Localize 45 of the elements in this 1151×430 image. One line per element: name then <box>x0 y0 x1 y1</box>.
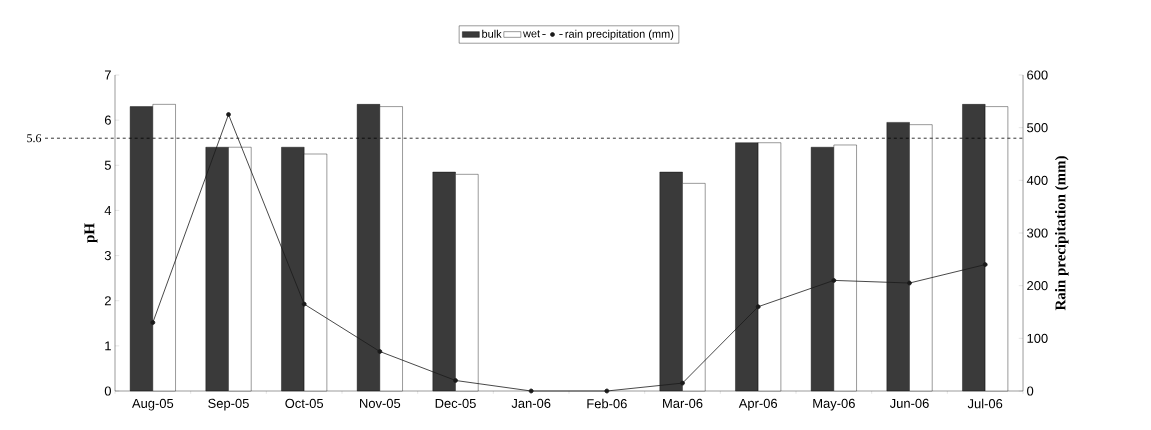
point <box>680 380 685 386</box>
y2-tick-label: 500 <box>1027 123 1048 133</box>
x-tick-label: May-06 <box>813 398 855 411</box>
y-tick-label: 3 <box>104 250 111 261</box>
x-tick-label: Aug-05 <box>131 398 174 411</box>
y2-tick-label: 300 <box>1027 228 1048 238</box>
x-tick-label: Dec-05 <box>435 398 476 408</box>
legend-label: wet <box>523 30 541 38</box>
point <box>907 280 912 286</box>
x-tick-label: Jul-06 <box>967 398 1003 409</box>
point <box>453 378 458 383</box>
y2-tick-label: 100 <box>1027 333 1048 343</box>
y2-tick-label: 200 <box>1027 281 1048 291</box>
y-tick-label: 2 <box>104 296 111 306</box>
x-tick-label: Mar-06 <box>663 398 703 408</box>
point <box>982 262 988 267</box>
point <box>377 349 383 354</box>
x-tick-label: Sep-05 <box>208 398 249 411</box>
point <box>604 388 610 394</box>
x-tick-label: Feb-06 <box>587 398 627 409</box>
y-axis-title: pH <box>84 223 98 243</box>
point <box>150 320 156 325</box>
point <box>528 388 534 394</box>
y2-axis-title: Rain precipitation (mm) <box>1055 156 1069 311</box>
x-tick-label: Nov-05 <box>360 398 401 408</box>
y2-tick-label: 600 <box>1027 70 1048 80</box>
x-tick-label: Apr-06 <box>738 398 778 411</box>
y-tick-label: 0 <box>104 386 111 396</box>
point <box>301 301 307 307</box>
y-tick-label: 5 <box>104 160 111 170</box>
y-tick-label: 1 <box>105 341 111 351</box>
legend-label: bulk <box>482 29 502 38</box>
y-tick-label: 7 <box>104 70 111 80</box>
y2-tick-label: 400 <box>1026 175 1048 185</box>
x-tick-label: Jan-06 <box>511 398 551 408</box>
ref-line-label: 5.6 <box>27 134 42 143</box>
y-tick-label: 6 <box>104 115 111 125</box>
x-tick-label: Jun-06 <box>889 398 929 408</box>
y-tick-label: 4 <box>104 205 112 215</box>
x-tick-label: Oct-05 <box>285 398 324 408</box>
y2-tick-label: 0 <box>1027 386 1034 396</box>
point <box>226 112 231 117</box>
point <box>831 278 837 283</box>
legend-label: rain precipitation (mm) <box>565 29 674 40</box>
point <box>755 304 761 310</box>
